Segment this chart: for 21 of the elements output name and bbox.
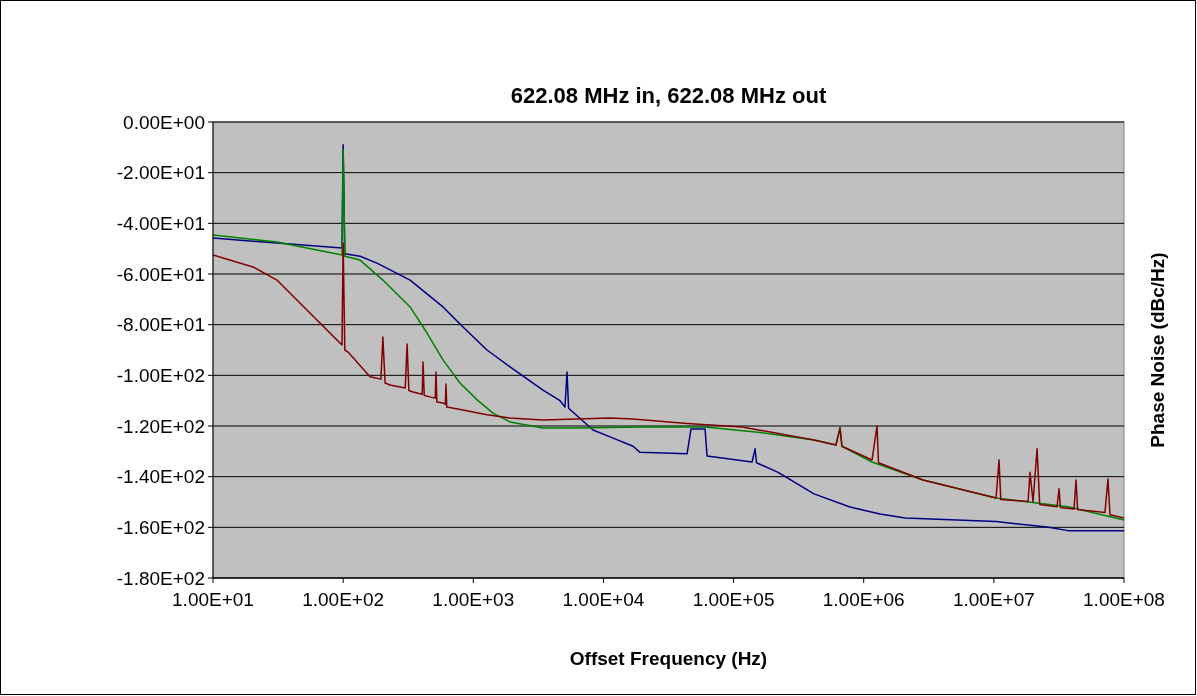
chart-title: 622.08 MHz in, 622.08 MHz out (510, 83, 827, 108)
y-tick-label: -1.40E+02 (116, 466, 205, 488)
x-tick-label: 1.00E+08 (1083, 589, 1165, 610)
y-tick-label: -1.00E+02 (116, 364, 205, 386)
y-tick-label: -1.20E+02 (116, 415, 205, 437)
x-tick-label: 1.00E+07 (952, 589, 1035, 610)
x-tick-label: 1.00E+05 (692, 589, 775, 610)
y-tick-label: -1.80E+02 (116, 567, 205, 589)
x-tick-label: 1.00E+04 (562, 589, 645, 610)
y-tick-label: -8.00E+01 (116, 314, 205, 336)
x-tick-label: 1.00E+02 (302, 589, 385, 610)
y-tick-label: -1.60E+02 (116, 516, 205, 538)
x-tick-label: 1.00E+01 (172, 589, 254, 610)
y-axis-title: Phase Noise (dBc/Hz) (1147, 252, 1168, 448)
x-axis-title: Offset Frequency (Hz) (569, 648, 768, 669)
x-tick-label: 1.00E+06 (822, 589, 905, 610)
y-tick-label: -4.00E+01 (116, 212, 205, 234)
y-tick-label: 0.00E+00 (123, 111, 205, 133)
y-tick-label: -6.00E+01 (116, 263, 205, 285)
x-tick-label: 1.00E+03 (432, 589, 515, 610)
y-tick-label: -2.00E+01 (116, 162, 205, 184)
